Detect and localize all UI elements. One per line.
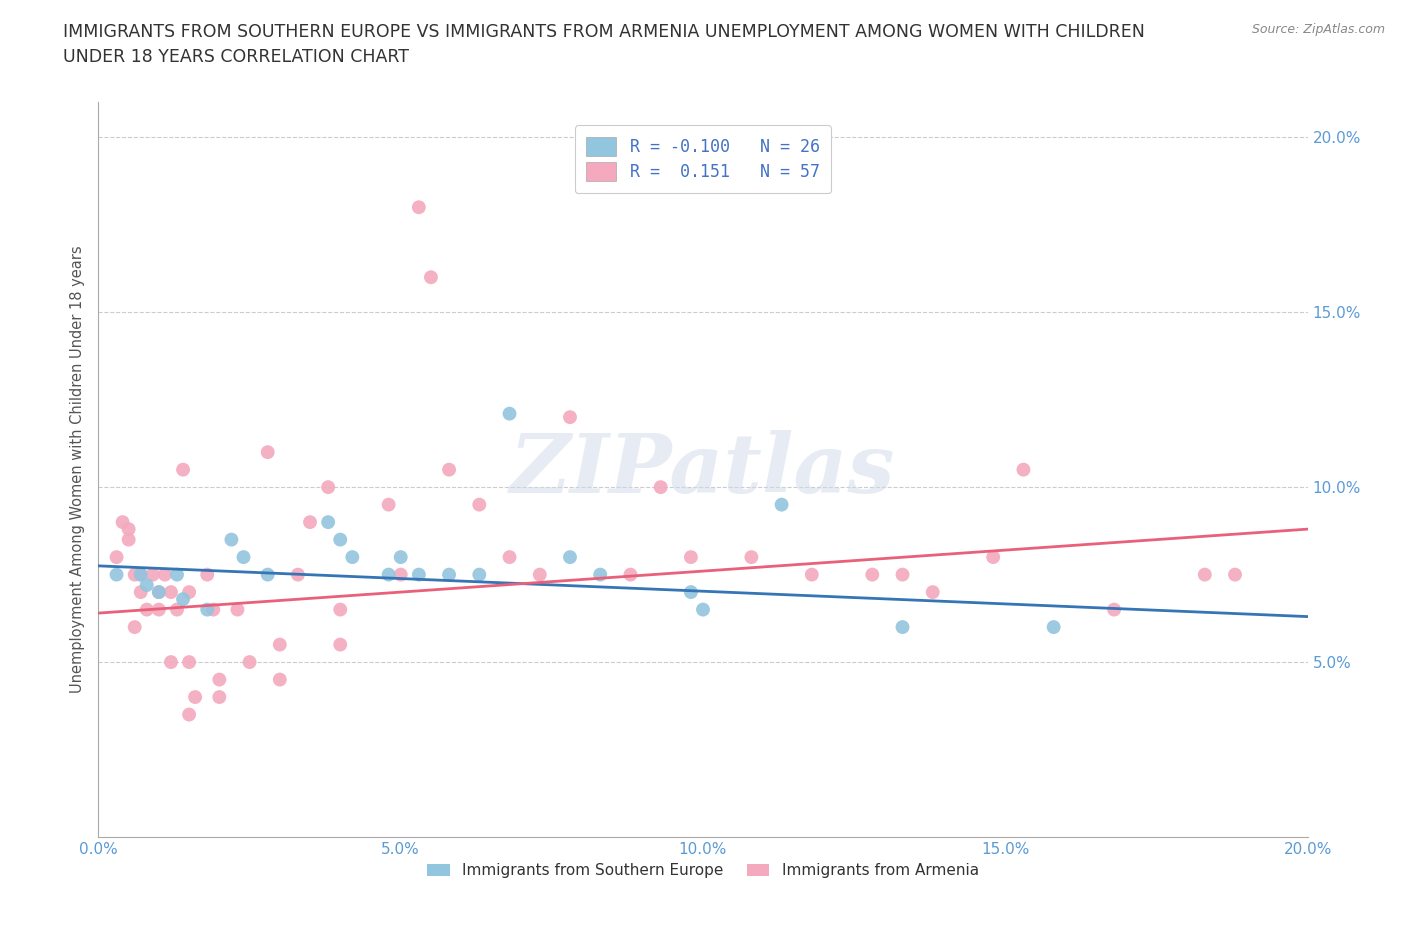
Point [589, 567, 612, 582]
Point [148, 585, 170, 600]
Point [377, 498, 399, 512]
Text: Source: ZipAtlas.com: Source: ZipAtlas.com [1251, 23, 1385, 36]
Point [111, 514, 134, 529]
Point [226, 602, 249, 617]
Text: ZIPatlas: ZIPatlas [510, 430, 896, 510]
Point [135, 602, 157, 617]
Point [498, 550, 520, 565]
Point [329, 602, 352, 617]
Point [389, 550, 412, 565]
Point [221, 532, 243, 547]
Point [195, 567, 218, 582]
Point [1223, 567, 1246, 582]
Point [179, 585, 201, 600]
Point [1102, 602, 1125, 617]
Point [1194, 567, 1216, 582]
Point [142, 567, 165, 582]
Point [316, 514, 339, 529]
Point [118, 532, 141, 547]
Point [105, 567, 128, 582]
Point [891, 567, 914, 582]
Point [770, 498, 793, 512]
Point [437, 567, 460, 582]
Point [408, 200, 430, 215]
Point [172, 591, 194, 606]
Point [269, 637, 291, 652]
Point [166, 567, 188, 582]
Point [232, 550, 254, 565]
Point [329, 532, 352, 547]
Point [468, 567, 491, 582]
Point [179, 655, 201, 670]
Legend: Immigrants from Southern Europe, Immigrants from Armenia: Immigrants from Southern Europe, Immigra… [420, 857, 986, 884]
Point [129, 567, 152, 582]
Text: IMMIGRANTS FROM SOUTHERN EUROPE VS IMMIGRANTS FROM ARMENIA UNEMPLOYMENT AMONG WO: IMMIGRANTS FROM SOUTHERN EUROPE VS IMMIG… [63, 23, 1144, 41]
Point [377, 567, 399, 582]
Point [299, 514, 322, 529]
Point [437, 462, 460, 477]
Point [148, 602, 170, 617]
Point [1042, 619, 1064, 634]
Point [105, 550, 128, 565]
Point [408, 567, 430, 582]
Point [135, 578, 157, 592]
Point [679, 550, 702, 565]
Point [202, 602, 225, 617]
Point [269, 672, 291, 687]
Point [160, 655, 183, 670]
Point [148, 585, 170, 600]
Text: UNDER 18 YEARS CORRELATION CHART: UNDER 18 YEARS CORRELATION CHART [63, 48, 409, 66]
Point [124, 567, 146, 582]
Point [179, 707, 201, 722]
Point [256, 567, 278, 582]
Point [195, 602, 218, 617]
Point [118, 522, 141, 537]
Point [172, 462, 194, 477]
Point [1012, 462, 1035, 477]
Point [468, 498, 491, 512]
Point [692, 602, 714, 617]
Point [256, 445, 278, 459]
Point [891, 619, 914, 634]
Point [650, 480, 672, 495]
Y-axis label: Unemployment Among Women with Children Under 18 years: Unemployment Among Women with Children U… [70, 246, 86, 694]
Point [129, 585, 152, 600]
Point [208, 672, 231, 687]
Point [529, 567, 551, 582]
Point [420, 270, 443, 285]
Point [679, 585, 702, 600]
Point [124, 619, 146, 634]
Point [619, 567, 641, 582]
Point [860, 567, 883, 582]
Point [184, 690, 207, 705]
Point [160, 585, 183, 600]
Point [129, 567, 152, 582]
Point [153, 567, 176, 582]
Point [239, 655, 262, 670]
Point [208, 690, 231, 705]
Point [329, 637, 352, 652]
Point [558, 410, 581, 425]
Point [558, 550, 581, 565]
Point [166, 602, 188, 617]
Point [342, 550, 364, 565]
Point [389, 567, 412, 582]
Point [921, 585, 943, 600]
Point [740, 550, 762, 565]
Point [800, 567, 823, 582]
Point [316, 480, 339, 495]
Point [287, 567, 309, 582]
Point [981, 550, 1004, 565]
Point [498, 406, 520, 421]
